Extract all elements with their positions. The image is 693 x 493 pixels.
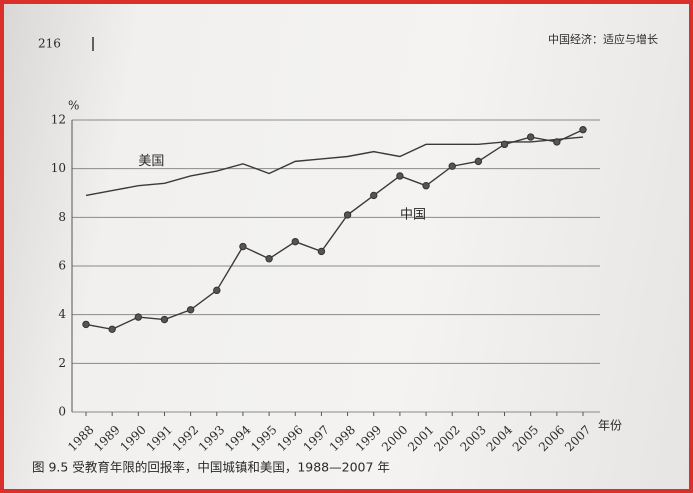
series-line <box>85 129 584 330</box>
x-tick-label: 1991 <box>144 423 175 454</box>
data-point <box>160 315 169 324</box>
x-tick-label: 2006 <box>536 423 567 454</box>
data-point <box>82 320 90 329</box>
data-point <box>500 140 509 149</box>
x-tick-label: 2000 <box>379 423 410 454</box>
y-tick-label: 2 <box>58 356 66 370</box>
caption: 图 9.5 受教育年限的回报率，中国城镇和美国，1988—2007 年 <box>32 460 390 475</box>
y-tick-label: 0 <box>58 405 66 419</box>
data-point <box>291 237 299 246</box>
x-tick-label: 1990 <box>117 423 148 454</box>
y-tick-label: 4 <box>58 307 66 321</box>
data-point <box>422 182 430 190</box>
y-tick-label: 10 <box>51 161 66 175</box>
x-tick-label: 2001 <box>405 423 436 454</box>
data-point <box>579 126 587 134</box>
x-tick-label: 2003 <box>457 423 488 454</box>
x-tick-label: 1993 <box>196 423 227 454</box>
y-tick-label: 8 <box>58 210 66 224</box>
data-point <box>526 133 535 141</box>
x-tick-label: 2004 <box>484 422 516 454</box>
x-tick-label: 1988 <box>65 423 96 454</box>
x-tick-label: 2007 <box>562 423 593 454</box>
data-point <box>553 138 561 146</box>
y-tick-label: 12 <box>51 113 66 127</box>
data-point <box>265 255 273 263</box>
x-tick-label: 1994 <box>222 422 254 454</box>
series-label: 中国 <box>400 207 426 222</box>
x-tick-label: 1997 <box>301 423 332 454</box>
data-point <box>343 211 352 219</box>
page-number: 216 <box>38 37 61 51</box>
data-point <box>239 242 247 251</box>
data-point <box>213 286 221 295</box>
data-point <box>134 313 143 321</box>
series-label: 美国 <box>138 154 164 169</box>
data-point <box>186 306 195 314</box>
x-tick-label: 1989 <box>91 423 122 454</box>
data-point <box>474 157 483 166</box>
y-tick-label: 6 <box>58 259 66 273</box>
x-tick-label: 1999 <box>353 423 384 454</box>
data-point <box>370 191 378 200</box>
y-axis-unit: % <box>68 99 79 113</box>
data-point <box>317 247 326 256</box>
data-point <box>108 325 116 333</box>
x-tick-label: 1998 <box>327 423 358 454</box>
x-tick-label: 2002 <box>431 423 462 454</box>
data-point <box>448 162 456 170</box>
x-tick-label: 1992 <box>170 423 201 454</box>
x-tick-label: 1995 <box>248 423 279 454</box>
x-tick-label: 2005 <box>510 423 541 454</box>
x-axis-label: 年份 <box>598 419 622 433</box>
running-title: 中国经济：适应与增长 <box>548 32 658 46</box>
series-line <box>85 136 584 197</box>
x-tick-label: 1996 <box>274 423 305 454</box>
data-point <box>396 172 404 180</box>
